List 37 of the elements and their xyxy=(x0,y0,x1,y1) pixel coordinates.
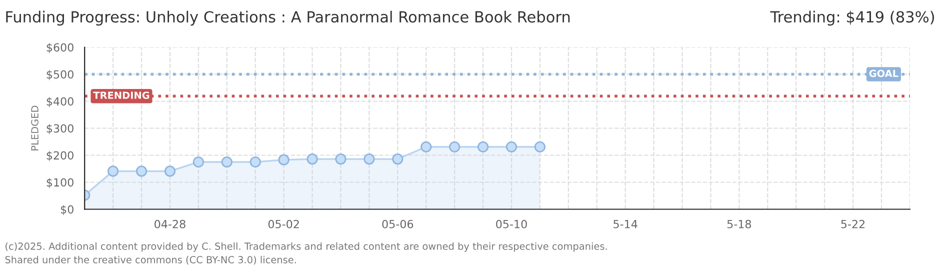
x-tick-label: 5-22 xyxy=(841,220,864,228)
point xyxy=(221,156,232,168)
chart-title: Funding Progress: Unholy Creations : A Paranormal Romance Book Reborn xyxy=(6,10,570,26)
point xyxy=(136,166,148,177)
point xyxy=(108,166,119,177)
point xyxy=(477,141,489,152)
y-tick-label: $600 xyxy=(46,43,74,54)
y-tick-label: $300 xyxy=(46,124,74,134)
point xyxy=(449,141,460,152)
ref-line-label: GOAL xyxy=(869,70,898,78)
text: (c)2025. Additional content provided by C. Shell. Trademarks and related content are owned by their respective companies. xyxy=(6,242,607,252)
ref-line-label: TRENDING xyxy=(93,92,150,99)
point xyxy=(335,153,346,165)
point xyxy=(250,156,261,168)
x-tick-label: 05-02 xyxy=(268,220,299,228)
point xyxy=(306,153,318,165)
y-tick-label: $100 xyxy=(46,178,74,188)
x-tick-label: 5-18 xyxy=(727,220,752,228)
point xyxy=(506,141,518,152)
y-tick-label: $500 xyxy=(46,70,74,80)
y-tick-label: $0 xyxy=(60,205,74,216)
y-tick-label: $400 xyxy=(46,97,74,108)
y-tick-label: $200 xyxy=(46,151,74,162)
y-axis-title: PLEDGED xyxy=(31,106,38,150)
point xyxy=(364,153,375,165)
point xyxy=(164,166,176,177)
chart-subtitle: Trending: $419 (83%) xyxy=(770,10,934,26)
point xyxy=(278,154,290,166)
x-tick-label: 05-06 xyxy=(382,220,414,228)
x-tick-label: 04-28 xyxy=(154,220,186,228)
point xyxy=(392,153,404,165)
x-tick-label: 5-14 xyxy=(614,220,638,228)
text: Shared under the creative commons (CC BY-NC 3.0) license. xyxy=(5,256,296,265)
point xyxy=(534,141,546,152)
point xyxy=(420,141,432,152)
x-tick-label: 05-10 xyxy=(496,220,527,228)
point xyxy=(192,156,204,168)
